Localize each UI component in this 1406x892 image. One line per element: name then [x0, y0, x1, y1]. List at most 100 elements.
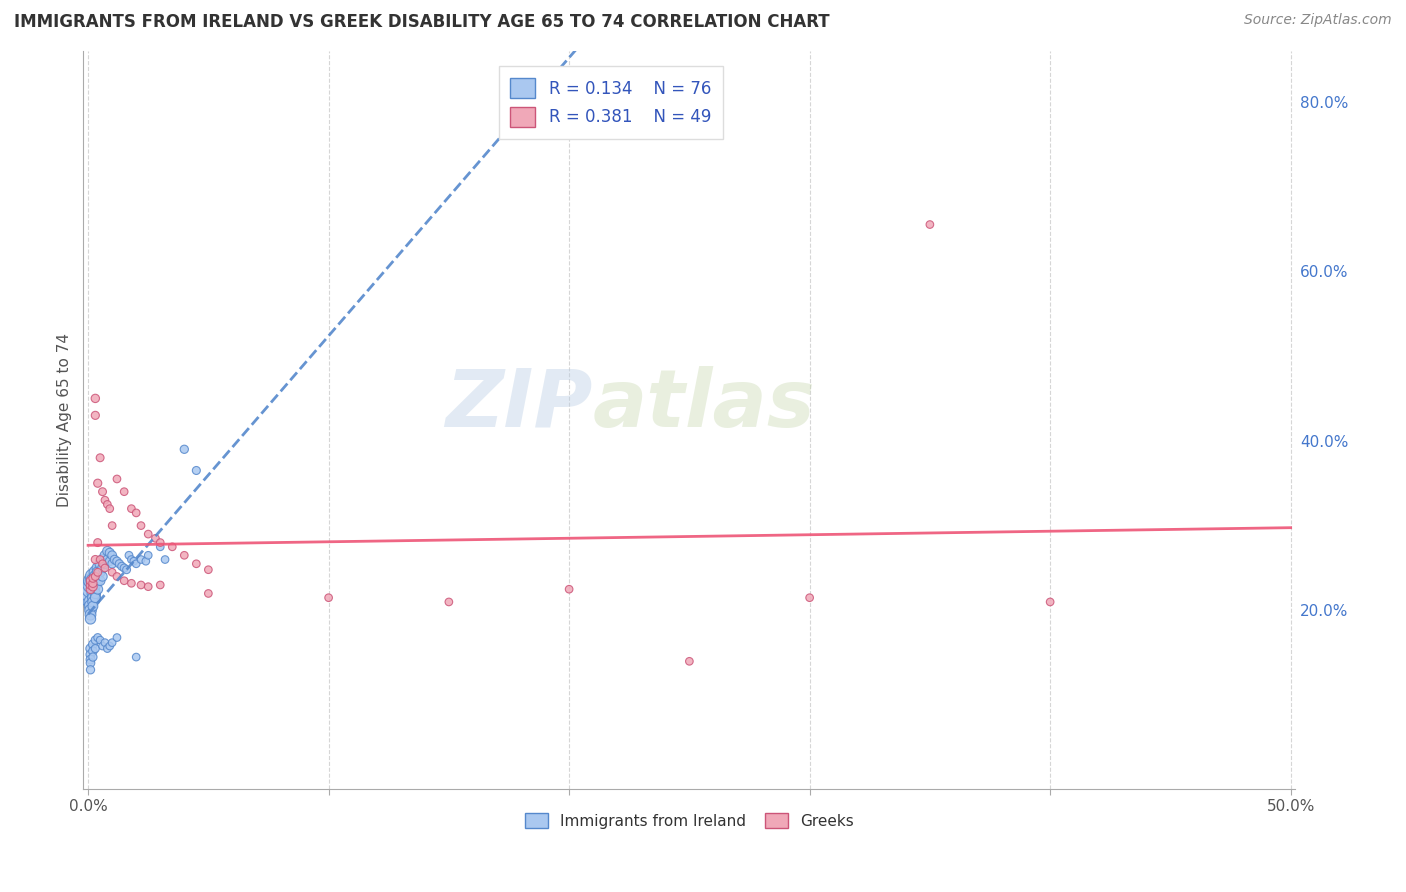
- Point: [98, 639, 121, 653]
- Point: [437, 595, 460, 609]
- Point: [87, 476, 110, 491]
- Point: [112, 561, 135, 575]
- Point: [120, 552, 142, 566]
- Point: [120, 576, 142, 591]
- Point: [105, 631, 128, 645]
- Point: [87, 631, 110, 645]
- Point: [129, 518, 152, 533]
- Point: [87, 566, 110, 580]
- Point: [94, 493, 117, 508]
- Point: [96, 544, 118, 558]
- Point: [79, 641, 101, 656]
- Point: [101, 549, 124, 563]
- Point: [149, 535, 172, 549]
- Point: [558, 582, 581, 597]
- Point: [82, 580, 104, 594]
- Point: [153, 552, 176, 566]
- Point: [118, 549, 141, 563]
- Point: [84, 591, 107, 605]
- Point: [105, 472, 128, 486]
- Point: [89, 633, 111, 648]
- Point: [91, 484, 114, 499]
- Point: [82, 582, 104, 597]
- Point: [125, 557, 148, 571]
- Point: [84, 578, 107, 592]
- Point: [84, 566, 107, 580]
- Point: [84, 633, 107, 648]
- Point: [197, 586, 219, 600]
- Point: [1039, 595, 1062, 609]
- Point: [82, 650, 104, 665]
- Point: [103, 552, 125, 566]
- Point: [129, 552, 152, 566]
- Point: [125, 506, 148, 520]
- Point: [82, 599, 104, 614]
- Point: [918, 218, 941, 232]
- Point: [79, 582, 101, 597]
- Point: [91, 639, 114, 653]
- Point: [91, 569, 114, 583]
- Point: [89, 574, 111, 588]
- Point: [87, 535, 110, 549]
- Point: [98, 554, 121, 568]
- Text: ZIP: ZIP: [446, 366, 592, 444]
- Point: [89, 450, 111, 465]
- Point: [108, 557, 131, 571]
- Point: [149, 578, 172, 592]
- Y-axis label: Disability Age 65 to 74: Disability Age 65 to 74: [58, 333, 72, 507]
- Point: [79, 586, 101, 600]
- Point: [82, 644, 104, 658]
- Point: [79, 578, 101, 592]
- Point: [135, 554, 157, 568]
- Point: [79, 652, 101, 666]
- Text: Source: ZipAtlas.com: Source: ZipAtlas.com: [1244, 13, 1392, 28]
- Point: [82, 576, 104, 591]
- Point: [82, 591, 104, 605]
- Point: [96, 497, 118, 511]
- Point: [96, 641, 118, 656]
- Text: IMMIGRANTS FROM IRELAND VS GREEK DISABILITY AGE 65 TO 74 CORRELATION CHART: IMMIGRANTS FROM IRELAND VS GREEK DISABIL…: [14, 13, 830, 31]
- Point: [105, 554, 128, 568]
- Point: [82, 571, 104, 585]
- Point: [84, 392, 107, 406]
- Point: [149, 540, 172, 554]
- Point: [87, 574, 110, 588]
- Point: [79, 578, 101, 592]
- Point: [91, 561, 114, 575]
- Point: [79, 582, 101, 597]
- Point: [112, 574, 135, 588]
- Point: [129, 578, 152, 592]
- Point: [101, 566, 124, 580]
- Point: [79, 591, 101, 605]
- Point: [197, 563, 219, 577]
- Point: [87, 582, 110, 597]
- Point: [91, 552, 114, 566]
- Point: [79, 648, 101, 662]
- Point: [173, 442, 195, 457]
- Point: [91, 557, 114, 571]
- Point: [82, 586, 104, 600]
- Point: [125, 650, 148, 665]
- Point: [96, 552, 118, 566]
- Point: [82, 637, 104, 651]
- Point: [186, 463, 208, 477]
- Point: [120, 501, 142, 516]
- Point: [82, 569, 104, 583]
- Point: [318, 591, 340, 605]
- Point: [79, 603, 101, 617]
- Point: [173, 549, 195, 563]
- Point: [145, 532, 167, 546]
- Point: [87, 561, 110, 575]
- Legend: Immigrants from Ireland, Greeks: Immigrants from Ireland, Greeks: [517, 805, 862, 836]
- Point: [98, 546, 121, 560]
- Point: [89, 566, 111, 580]
- Point: [87, 566, 110, 580]
- Point: [101, 518, 124, 533]
- Point: [101, 635, 124, 649]
- Point: [98, 501, 121, 516]
- Point: [94, 635, 117, 649]
- Point: [94, 561, 117, 575]
- Point: [79, 574, 101, 588]
- Point: [79, 656, 101, 670]
- Point: [122, 554, 145, 568]
